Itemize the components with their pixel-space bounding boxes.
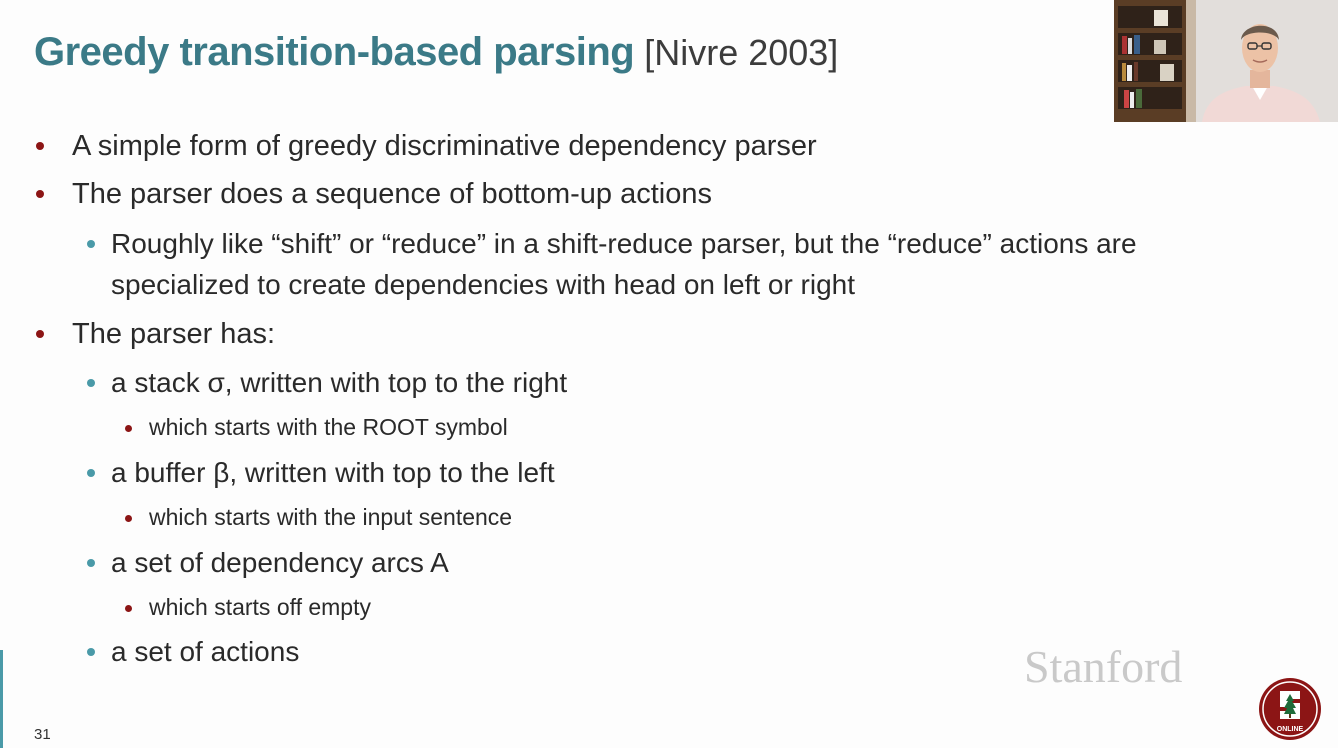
sub-bullet-marker	[87, 648, 95, 656]
stanford-wordmark: Stanford	[1024, 641, 1183, 692]
sub-sub-bullet-item: which starts off empty	[149, 594, 371, 620]
sub-sub-bullet-item: which starts with the ROOT symbol	[149, 414, 508, 440]
sub-bullet-item: a set of dependency arcs A	[111, 547, 449, 578]
slide-title: Greedy transition-based parsing [Nivre 20…	[34, 30, 838, 75]
bullet-item: A simple form of greedy discriminative d…	[72, 130, 817, 162]
sub-sub-bullet-marker	[125, 605, 132, 612]
bullet-item: The parser does a sequence of bottom-up …	[72, 178, 712, 210]
sub-bullet-marker	[87, 379, 95, 387]
sub-bullet-marker	[87, 559, 95, 567]
slide-number: 31	[34, 726, 51, 743]
sub-bullet-item-continuation: specialized to create dependencies with …	[111, 269, 856, 300]
stanford-online-badge-text: ONLINE	[1277, 726, 1304, 733]
sub-bullet-item: a buffer β, written with top to the left	[111, 457, 555, 488]
bullet-marker	[36, 190, 44, 198]
sub-bullet-item: a stack σ, written with top to the right	[111, 367, 568, 398]
bullet-marker	[36, 330, 44, 338]
left-accent-bar	[0, 650, 3, 748]
sub-bullet-marker	[87, 240, 95, 248]
stanford-online-logo: ONLINE	[1258, 677, 1322, 741]
sub-sub-bullet-marker	[125, 425, 132, 432]
sub-sub-bullet-item: which starts with the input sentence	[149, 504, 513, 530]
bullet-item: The parser has:	[72, 318, 276, 350]
sub-bullet-item: a set of actions	[111, 636, 300, 667]
sub-bullet-marker	[87, 469, 95, 477]
sub-bullet-item: Roughly like “shift” or “reduce” in a sh…	[111, 228, 1137, 259]
slide-title-citation: [Nivre 2003]	[644, 32, 839, 73]
sub-sub-bullet-marker	[125, 515, 132, 522]
presenter-video-feed	[1114, 0, 1338, 122]
slide-title-text: Greedy transition-based parsing	[34, 30, 635, 74]
bullet-marker	[36, 142, 44, 150]
presenter-video-image	[1114, 0, 1338, 122]
